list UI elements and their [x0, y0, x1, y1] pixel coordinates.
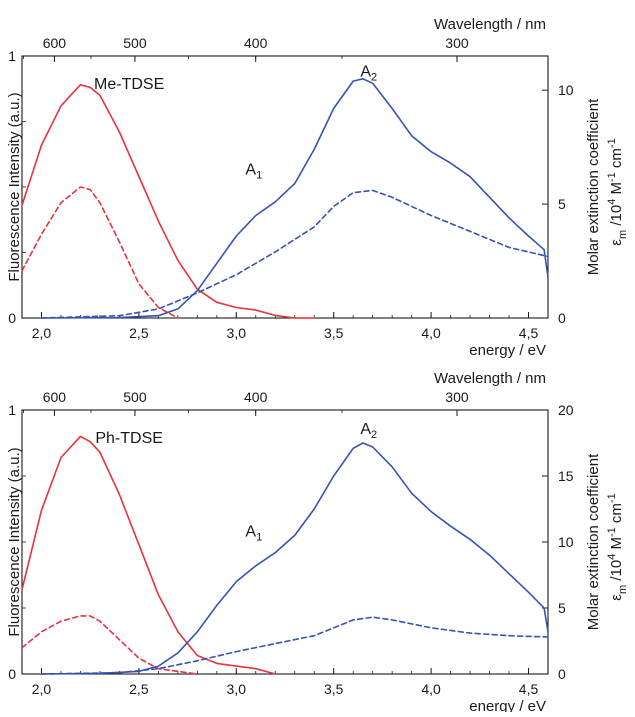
x-tick-label: 3,5 [324, 325, 344, 341]
right-tick-label: 10 [558, 82, 574, 98]
top-tick-label: 600 [43, 35, 67, 51]
right-tick-label: 5 [558, 600, 566, 616]
right-tick-label: 0 [558, 310, 566, 326]
top-tick-label: 300 [445, 35, 469, 51]
absorption-solid-line [40, 442, 549, 675]
plot-frame [21, 55, 549, 319]
x-tick-label: 4,0 [421, 325, 441, 341]
x-axis-title: energy / eV [469, 698, 546, 712]
right-tick-label: 10 [558, 534, 574, 550]
top-tick-label: 600 [43, 389, 67, 405]
top-tick-label: 300 [445, 389, 469, 405]
right-tick-label: 0 [558, 666, 566, 682]
left-tick-label: 0 [8, 310, 16, 326]
top-tick-label: 500 [123, 35, 147, 51]
peak-annotation: A1 [245, 524, 262, 544]
top-tick-label: 400 [244, 389, 268, 405]
absorption-dashed-line [40, 616, 549, 675]
right-axis-title: Molar extinction coefficient [585, 98, 602, 275]
right-axis-title: Molar extinction coefficient [585, 453, 602, 630]
x-tick-label: 3,0 [227, 325, 247, 341]
absorption-dashed-line [40, 189, 549, 319]
right-tick-label: 20 [558, 402, 574, 418]
x-tick-label: 3,5 [324, 681, 344, 697]
peak-annotation: A2 [360, 421, 377, 441]
left-tick-label: 1 [8, 48, 16, 64]
left-tick-label: 0 [8, 666, 16, 682]
panel-label: Me-TDSE [94, 76, 164, 93]
top-axis-title: Wavelength / nm [434, 16, 546, 33]
fluorescence-dashed-line [21, 615, 199, 675]
x-tick-label: 2,5 [129, 681, 149, 697]
left-axis-title: Fluorescence Intensity (a.u.) [6, 92, 23, 281]
top-tick-label: 500 [123, 389, 147, 405]
left-tick-label: 1 [8, 402, 16, 418]
fluorescence-solid-line [21, 84, 316, 319]
right-tick-label: 5 [558, 196, 566, 212]
panel-label: Ph-TDSE [95, 430, 163, 447]
top-axis-title: Wavelength / nm [434, 370, 546, 387]
x-tick-label: 2,0 [32, 681, 52, 697]
fluorescence-dashed-line [21, 186, 179, 319]
right-tick-label: 15 [558, 468, 574, 484]
left-axis-title: Fluorescence Intensity (a.u.) [6, 447, 23, 636]
peak-annotation: A2 [360, 64, 377, 84]
x-tick-label: 2,5 [129, 325, 149, 341]
plot-frame [21, 409, 549, 675]
right-axis-unit: εm /104 M-1 cm-1 [606, 138, 629, 245]
fluorescence-solid-line [21, 435, 277, 675]
x-tick-label: 2,0 [32, 325, 52, 341]
x-tick-label: 4,0 [421, 681, 441, 697]
x-tick-label: 4,5 [519, 325, 539, 341]
x-axis-title: energy / eV [469, 342, 546, 359]
absorption-solid-line [40, 78, 549, 319]
right-axis-unit: εm /104 M-1 cm-1 [606, 493, 629, 600]
peak-annotation: A1 [245, 161, 262, 181]
x-tick-label: 4,5 [519, 681, 539, 697]
x-tick-label: 3,0 [227, 681, 247, 697]
top-tick-label: 400 [244, 35, 268, 51]
